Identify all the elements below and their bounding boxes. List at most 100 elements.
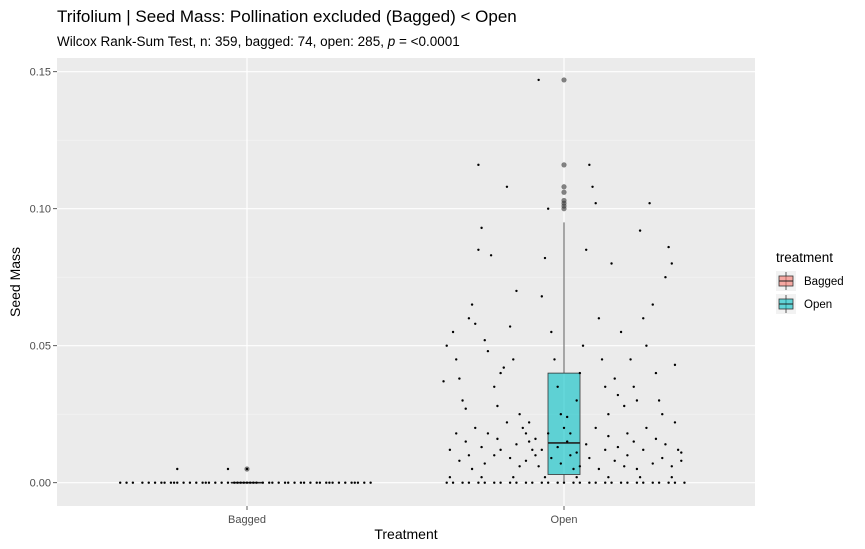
jitter-point (600, 358, 604, 361)
jitter-point (480, 445, 483, 449)
jitter-point (477, 163, 480, 167)
jitter-point (299, 481, 303, 484)
jitter-point (252, 481, 255, 484)
jitter-point (515, 289, 518, 293)
jitter-point (670, 465, 673, 468)
jitter-point (442, 380, 445, 383)
x-axis-title: Treatment (374, 526, 437, 542)
legend-entry-open: Open (776, 294, 832, 314)
jitter-point (550, 456, 553, 460)
jitter-point (461, 399, 464, 402)
jitter-point (673, 421, 677, 424)
jitter-point (445, 344, 448, 347)
jitter-point (607, 413, 610, 416)
jitter-point (597, 467, 601, 471)
box-iqr (547, 372, 581, 475)
outlier-point (561, 162, 567, 168)
jitter-point (261, 481, 265, 484)
jitter-point (607, 476, 610, 479)
jitter-point (654, 437, 658, 441)
jitter-point (518, 413, 521, 416)
jitter-point (556, 385, 559, 389)
jitter-point (141, 481, 144, 484)
jitter-point (331, 481, 334, 484)
jitter-point (594, 202, 597, 205)
jitter-point (651, 303, 654, 306)
jitter-point (527, 421, 531, 424)
legend: treatment Bagged Open (776, 250, 844, 314)
jitter-point (645, 426, 648, 430)
jitter-point (236, 481, 239, 484)
jitter-point (470, 303, 474, 306)
jitter-point (670, 262, 673, 265)
jitter-point (654, 371, 658, 375)
jitter-point (591, 185, 594, 188)
jitter-point (515, 443, 518, 446)
jitter-point (496, 404, 499, 408)
jitter-point (508, 456, 512, 460)
jitter-point (328, 481, 331, 484)
jitter-point (480, 476, 483, 479)
jitter-point (623, 465, 626, 468)
jitter-point (562, 481, 566, 484)
jitter-point (565, 415, 569, 419)
jitter-point (594, 481, 597, 484)
jitter-point (537, 465, 540, 468)
jitter-point (493, 385, 496, 389)
jitter-point (661, 413, 664, 416)
jitter-point (657, 481, 661, 484)
jitter-point (271, 481, 274, 484)
jitter-point (318, 481, 322, 484)
jitter-point (575, 476, 578, 479)
subtitle-p-symbol: p (387, 34, 396, 49)
jitter-point (356, 481, 360, 484)
jitter-point (160, 481, 163, 484)
jitter-point (581, 344, 585, 347)
jitter-point (623, 404, 626, 408)
jitter-point (604, 385, 607, 389)
jitter-point (486, 432, 490, 435)
jitter-point (483, 462, 486, 465)
jitter-point (486, 349, 490, 353)
jitter-point (248, 481, 252, 484)
jitter-point (664, 443, 667, 446)
jitter-point (626, 432, 629, 435)
legend-title: treatment (776, 250, 833, 265)
jitter-point (670, 476, 673, 479)
jitter-point (353, 481, 356, 484)
jitter-point (493, 454, 496, 457)
jitter-point (572, 481, 575, 484)
jitter-point (458, 377, 461, 380)
jitter-point (559, 462, 563, 465)
jitter-point (119, 481, 122, 484)
jitter-point (233, 481, 236, 484)
y-tick-label: 0.10 (30, 204, 51, 216)
jitter-point (524, 481, 528, 484)
jitter-point (626, 481, 629, 484)
jitter-point (657, 399, 661, 402)
jitter-point (512, 358, 515, 361)
jitter-point (267, 481, 271, 484)
outlier-point (561, 206, 567, 212)
legend-label: Bagged (804, 276, 844, 288)
jitter-point (531, 448, 534, 452)
jitter-point (559, 413, 563, 416)
jitter-point (556, 481, 559, 484)
jitter-point (635, 481, 639, 484)
jitter-point (565, 440, 569, 443)
jitter-points (119, 78, 686, 484)
jitter-point (588, 163, 591, 167)
jitter-point (635, 399, 639, 402)
jitter-point (508, 325, 512, 328)
jitter-point (638, 476, 642, 479)
jitter-point (632, 385, 635, 389)
jitter-point (534, 437, 537, 441)
chart-subtitle: Wilcox Rank-Sum Test, n: 359, bagged: 74… (57, 34, 460, 49)
jitter-point (502, 366, 505, 369)
jitter-point (604, 448, 607, 452)
jitter-point (661, 456, 664, 460)
subtitle-prefix: Wilcox Rank-Sum Test, n: 359, bagged: 74… (57, 34, 388, 49)
jitter-point (645, 344, 648, 347)
legend-label: Open (804, 299, 832, 311)
